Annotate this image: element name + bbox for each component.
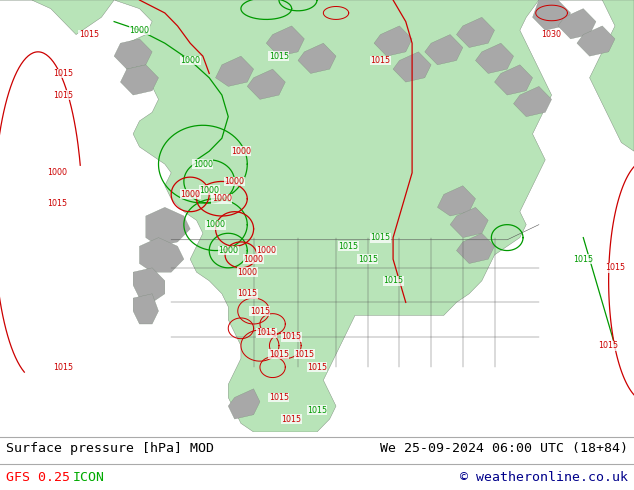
Text: © weatheronline.co.uk: © weatheronline.co.uk (460, 471, 628, 484)
Text: 1015: 1015 (339, 242, 359, 251)
Polygon shape (425, 35, 463, 65)
Text: 1000: 1000 (224, 177, 245, 186)
Polygon shape (146, 207, 190, 246)
Text: 1015: 1015 (237, 289, 257, 298)
Text: 1015: 1015 (269, 393, 289, 402)
Text: 1015: 1015 (281, 332, 302, 342)
Polygon shape (247, 69, 285, 99)
Text: 1015: 1015 (47, 198, 67, 208)
Text: 1015: 1015 (383, 276, 403, 285)
Polygon shape (216, 56, 254, 86)
Text: 1015: 1015 (370, 56, 391, 65)
Polygon shape (120, 65, 158, 95)
Polygon shape (133, 294, 158, 324)
Text: 1015: 1015 (79, 30, 99, 39)
Text: Surface pressure [hPa] MOD: Surface pressure [hPa] MOD (6, 442, 214, 455)
Text: 1015: 1015 (269, 350, 289, 359)
Polygon shape (495, 65, 533, 95)
Text: 1015: 1015 (307, 363, 327, 372)
Text: ICON: ICON (73, 471, 105, 484)
Text: 1015: 1015 (573, 255, 593, 264)
Polygon shape (133, 268, 165, 302)
Text: 1015: 1015 (53, 69, 74, 78)
Text: We 25-09-2024 06:00 UTC (18+84): We 25-09-2024 06:00 UTC (18+84) (380, 442, 628, 455)
Text: 1000: 1000 (129, 26, 150, 35)
Polygon shape (558, 9, 596, 39)
Text: 1015: 1015 (370, 233, 391, 242)
Text: 1015: 1015 (307, 406, 327, 415)
Text: 1000: 1000 (218, 246, 238, 255)
Polygon shape (450, 207, 488, 238)
Polygon shape (437, 186, 476, 216)
Polygon shape (514, 86, 552, 117)
Polygon shape (139, 238, 184, 272)
Text: 1015: 1015 (256, 328, 276, 337)
Polygon shape (298, 43, 336, 74)
Text: 1000: 1000 (47, 168, 67, 177)
Polygon shape (228, 389, 260, 419)
Text: 1030: 1030 (541, 30, 562, 39)
Polygon shape (374, 26, 412, 56)
Text: 1015: 1015 (605, 263, 625, 272)
Polygon shape (114, 0, 634, 432)
Polygon shape (577, 26, 615, 56)
Text: GFS 0.25: GFS 0.25 (6, 471, 70, 484)
Text: 1015: 1015 (358, 255, 378, 264)
Text: 1015: 1015 (269, 51, 289, 61)
Polygon shape (266, 26, 304, 56)
Text: 1000: 1000 (180, 190, 200, 199)
Text: 1000: 1000 (237, 268, 257, 277)
Text: 1000: 1000 (180, 56, 200, 65)
Text: 1015: 1015 (53, 91, 74, 99)
Text: 1000: 1000 (231, 147, 251, 156)
Text: 1000: 1000 (205, 220, 226, 229)
Polygon shape (533, 0, 571, 30)
Text: 1015: 1015 (598, 341, 619, 350)
Text: 1015: 1015 (250, 307, 270, 316)
Text: 1000: 1000 (243, 255, 264, 264)
Polygon shape (114, 39, 152, 69)
Polygon shape (456, 233, 495, 264)
Text: 1015: 1015 (281, 415, 302, 423)
Text: 1015: 1015 (294, 350, 314, 359)
Text: 1000: 1000 (199, 186, 219, 195)
Text: 1015: 1015 (53, 363, 74, 372)
Polygon shape (456, 17, 495, 48)
Polygon shape (476, 43, 514, 74)
Polygon shape (393, 52, 431, 82)
Text: 1000: 1000 (256, 246, 276, 255)
Text: 1000: 1000 (212, 194, 232, 203)
Polygon shape (0, 0, 114, 35)
Text: 1000: 1000 (193, 160, 213, 169)
